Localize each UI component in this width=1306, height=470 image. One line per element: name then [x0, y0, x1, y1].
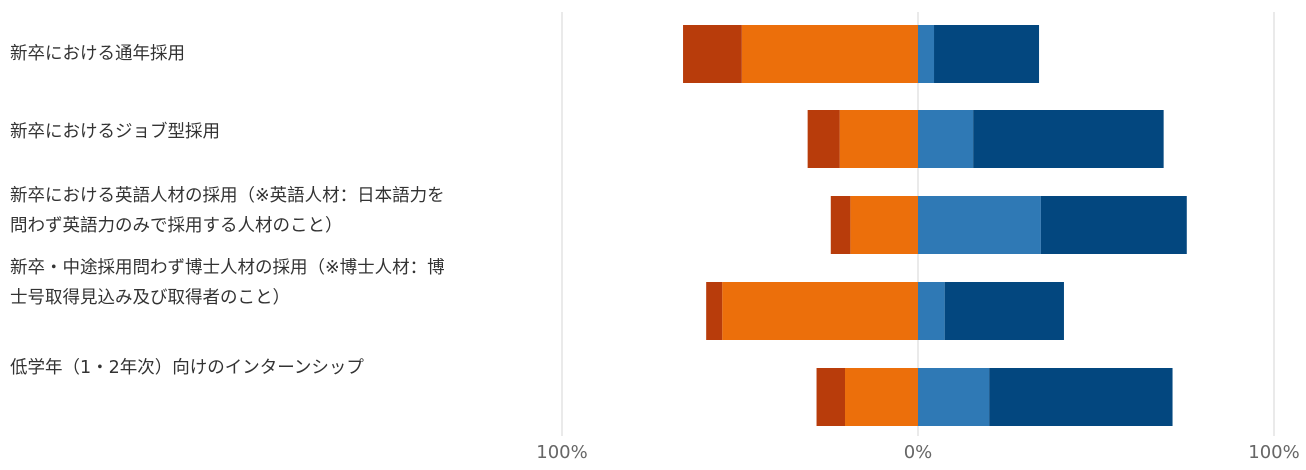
category-label-3: 新卒における英語人材の採用（※英語人材：日本語力を 問わず英語力のみで採用する人…	[10, 186, 445, 236]
bar-row5-neg2	[845, 368, 918, 426]
category-label-2: 新卒におけるジョブ型採用	[10, 122, 220, 142]
bar-row1-neg1	[683, 25, 742, 83]
x-tick-label-1: 0%	[904, 442, 933, 463]
category-label-5: 低学年（1・2年次）向けのインターンシップ	[10, 358, 364, 378]
bar-row4-pos2	[944, 282, 1064, 340]
bar-row1-pos1	[918, 25, 935, 83]
bar-row3-neg1	[830, 196, 851, 254]
category-label-4: 新卒・中途採用問わず博士人材の採用（※博士人材：博 士号取得見込み及び取得者のこ…	[10, 258, 445, 308]
bar-row3-neg2	[850, 196, 918, 254]
bar-row3-pos1	[918, 196, 1041, 254]
bar-row2-neg1	[807, 110, 840, 168]
bar-row1-pos2	[934, 25, 1040, 83]
bar-row4-neg2	[722, 282, 918, 340]
bar-row5-pos1	[918, 368, 990, 426]
bar-row4-pos1	[918, 282, 945, 340]
bar-row5-pos2	[989, 368, 1173, 426]
bar-row2-pos1	[918, 110, 974, 168]
bar-row4-neg1	[706, 282, 723, 340]
bar-row5-neg1	[816, 368, 846, 426]
bar-row3-pos2	[1040, 196, 1187, 254]
x-tick-label-2: 100%	[1248, 442, 1299, 463]
bar-row2-pos2	[973, 110, 1164, 168]
bar-row1-neg2	[741, 25, 918, 83]
category-label-1: 新卒における通年採用	[10, 44, 185, 64]
x-tick-label-0: 100%	[536, 442, 587, 463]
bar-row2-neg2	[839, 110, 918, 168]
